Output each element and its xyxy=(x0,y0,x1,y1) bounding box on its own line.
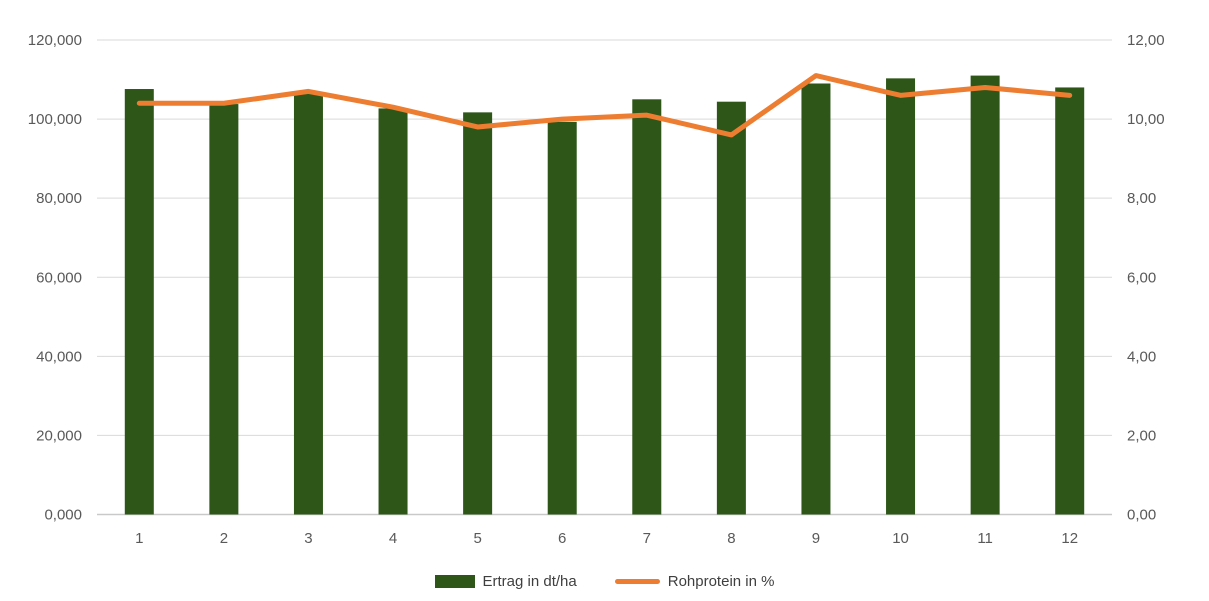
x-axis-category-label: 6 xyxy=(558,530,566,547)
line-path xyxy=(136,73,1073,138)
x-axis-category-label: 3 xyxy=(304,530,312,547)
x-axis-category-label: 2 xyxy=(220,530,228,547)
bar xyxy=(209,104,239,515)
gridlines xyxy=(97,39,1112,516)
left-axis-tick-label: 100,000 xyxy=(28,111,82,128)
left-axis-tick-label: 120,000 xyxy=(28,32,82,49)
right-axis-tick-label: 2,00 xyxy=(1127,427,1156,444)
left-axis-tick-label: 40,000 xyxy=(36,348,82,365)
x-axis-category-label: 7 xyxy=(643,530,651,547)
x-axis-category-label: 1 xyxy=(135,530,143,547)
bar xyxy=(378,108,408,515)
left-axis-tick-label: 20,000 xyxy=(36,427,82,444)
right-axis-tick-label: 0,00 xyxy=(1127,507,1156,524)
bar xyxy=(970,75,1000,515)
left-axis-labels: 0,000 20,000 40,000 60,000 80,000 100,000 120,… xyxy=(28,32,82,524)
bar xyxy=(293,93,323,515)
left-axis-tick-label: 0,000 xyxy=(44,507,82,524)
x-axis-category-label: 4 xyxy=(389,530,397,547)
x-axis-category-label: 10 xyxy=(892,530,909,547)
x-axis-category-label: 8 xyxy=(727,530,735,547)
x-axis-category-label: 12 xyxy=(1061,530,1078,547)
right-axis-tick-label: 8,00 xyxy=(1127,190,1156,207)
x-axis-labels: 1 2 3 4 5 6 7 8 9 10 11 12 xyxy=(135,530,1078,547)
x-axis-category-label: 11 xyxy=(977,530,993,547)
left-axis-tick-label: 60,000 xyxy=(36,269,82,286)
line-series xyxy=(136,73,1073,138)
bar xyxy=(547,121,577,515)
left-axis-tick-label: 80,000 xyxy=(36,190,82,207)
bar xyxy=(886,78,916,515)
bar xyxy=(1055,87,1085,515)
bar xyxy=(801,83,831,515)
right-axis-tick-label: 10,00 xyxy=(1127,111,1165,128)
right-axis-tick-label: 12,00 xyxy=(1127,32,1165,49)
right-axis-labels: 0,00 2,00 4,00 6,00 8,00 10,00 12,00 xyxy=(1127,32,1165,524)
bar-series xyxy=(124,75,1085,515)
bar xyxy=(716,101,746,515)
bar xyxy=(124,89,154,515)
right-axis-tick-label: 4,00 xyxy=(1127,348,1156,365)
x-axis-category-label: 5 xyxy=(473,530,481,547)
bar xyxy=(632,99,662,515)
right-axis-tick-label: 6,00 xyxy=(1127,269,1156,286)
bar xyxy=(463,112,493,515)
x-axis-category-label: 9 xyxy=(812,530,820,547)
